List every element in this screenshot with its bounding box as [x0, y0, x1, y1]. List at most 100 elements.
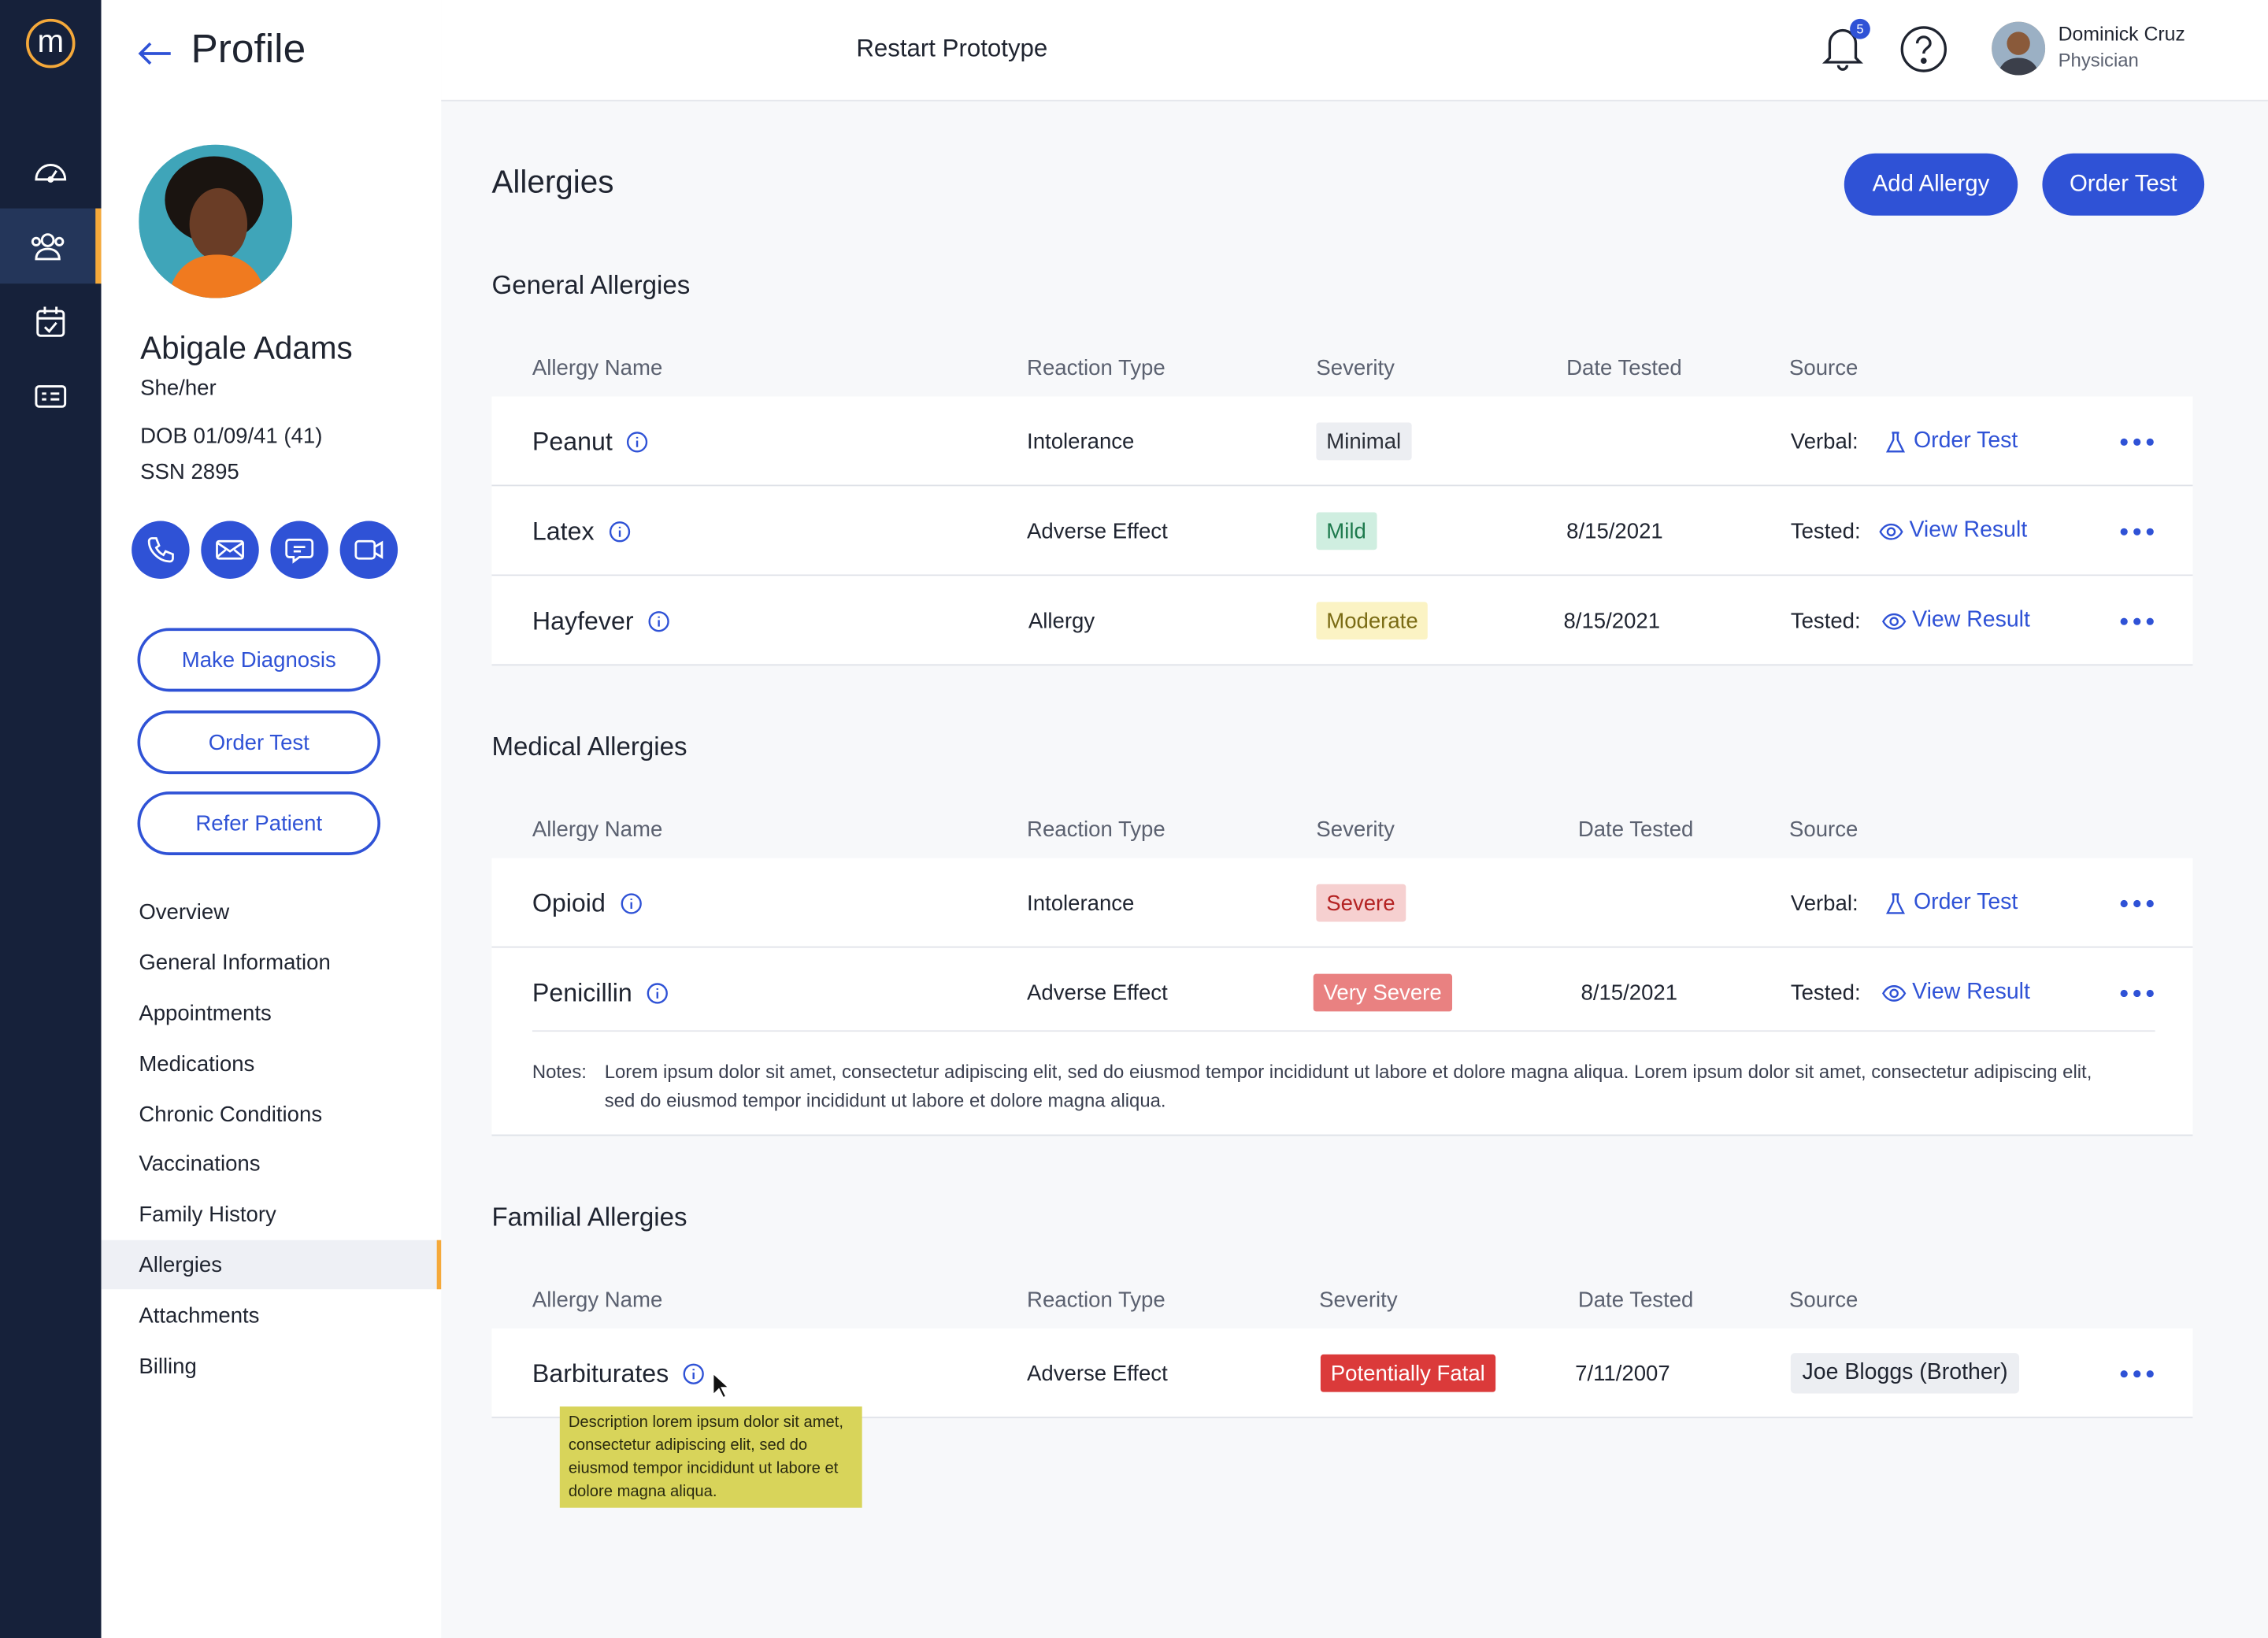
col-date-tested: Date Tested: [1577, 817, 1694, 843]
allergy-name-cell: Peanut: [532, 396, 649, 486]
date-tested: 8/15/2021: [1581, 980, 1678, 1006]
dot: [2120, 988, 2128, 997]
col-severity: Severity: [1316, 817, 1395, 843]
info-icon[interactable]: [620, 892, 642, 914]
row-more-menu[interactable]: [2120, 608, 2159, 634]
dot: [2120, 1369, 2128, 1377]
page-title: Profile: [191, 26, 306, 72]
col-allergy-name: Allergy Name: [532, 1288, 663, 1313]
user-avatar[interactable]: [1992, 21, 2046, 76]
nav-family-history[interactable]: Family History: [139, 1202, 276, 1227]
allergy-name-cell: Penicillin: [532, 948, 669, 1038]
nav-billing[interactable]: Billing: [139, 1353, 197, 1379]
refer-patient-button[interactable]: Refer Patient: [137, 791, 381, 855]
rail-patients[interactable]: [0, 208, 102, 284]
allergies-content: Allergies Add Allergy Order Test General…: [441, 102, 2268, 1638]
back-arrow-icon[interactable]: [133, 32, 176, 75]
order-test-link[interactable]: Order Test: [1883, 858, 2018, 948]
source-label: Tested:: [1790, 980, 1861, 1006]
view-result-link[interactable]: View Result: [1882, 576, 2030, 665]
dot: [2120, 617, 2128, 624]
eye-icon: [1882, 984, 1907, 1001]
col-date-tested: Date Tested: [1566, 356, 1682, 381]
info-icon[interactable]: [627, 431, 649, 453]
message-button[interactable]: [270, 521, 328, 579]
dot: [2146, 437, 2154, 446]
notifications-bell-icon[interactable]: [1818, 20, 1867, 72]
allergy-name-cell: Latex: [532, 486, 631, 576]
nav-attachments[interactable]: Attachments: [139, 1303, 260, 1328]
severity-badge: Mild: [1316, 512, 1377, 550]
source-link-label: Order Test: [1913, 428, 2018, 454]
calendar-check-icon: [36, 306, 65, 337]
notes-divider: [532, 1030, 2155, 1032]
patient-name: Abigale Adams: [140, 329, 353, 366]
nav-overview[interactable]: Overview: [139, 899, 230, 925]
view-result-link[interactable]: View Result: [1882, 948, 2030, 1038]
email-button[interactable]: [201, 521, 259, 579]
info-icon[interactable]: [648, 610, 670, 632]
patient-avatar: [139, 144, 293, 298]
nav-allergies[interactable]: Allergies: [101, 1240, 442, 1290]
table-row: Hayfever Allergy Moderate 8/15/2021 Test…: [491, 576, 2193, 666]
dot: [2146, 1369, 2154, 1377]
notes-label: Notes:: [532, 1060, 587, 1083]
col-source: Source: [1788, 1288, 1858, 1313]
info-icon[interactable]: [609, 521, 631, 543]
nav-general-information[interactable]: General Information: [139, 950, 331, 975]
source-link-label: View Result: [1912, 979, 2030, 1005]
add-allergy-button[interactable]: Add Allergy: [1844, 153, 2018, 216]
dot: [2133, 899, 2141, 907]
row-more-menu[interactable]: [2120, 428, 2159, 454]
nav-chronic-conditions[interactable]: Chronic Conditions: [139, 1102, 323, 1127]
severity-badge: Severe: [1316, 884, 1406, 922]
call-button[interactable]: [132, 521, 190, 579]
dot: [2133, 437, 2141, 446]
col-reaction-type: Reaction Type: [1027, 1288, 1166, 1313]
row-more-menu[interactable]: [2120, 518, 2159, 544]
allergies-heading: Allergies: [491, 163, 614, 200]
video-camera-icon: [354, 539, 384, 560]
row-more-menu[interactable]: [2120, 980, 2159, 1006]
col-source: Source: [1788, 817, 1858, 843]
order-test-top-button[interactable]: Order Test: [2042, 153, 2205, 216]
make-diagnosis-button[interactable]: Make Diagnosis: [137, 628, 381, 692]
order-test-button[interactable]: Order Test: [137, 710, 381, 775]
order-test-link[interactable]: Order Test: [1883, 396, 2018, 486]
rail-dashboard[interactable]: [0, 133, 102, 209]
nav-appointments[interactable]: Appointments: [139, 1000, 272, 1025]
top-bar: Restart Prototype 5 Dominick Cruz Physic…: [441, 0, 2268, 102]
source-link-label: View Result: [1912, 607, 2030, 632]
source-label: Verbal:: [1790, 428, 1858, 454]
dot: [2120, 437, 2128, 446]
row-more-menu[interactable]: [2120, 1360, 2159, 1386]
info-icon[interactable]: [647, 982, 669, 1004]
user-name: Dominick Cruz: [2058, 23, 2185, 45]
nav-medications[interactable]: Medications: [139, 1051, 255, 1077]
date-tested: 8/15/2021: [1566, 518, 1663, 543]
video-call-button[interactable]: [339, 521, 398, 579]
mail-icon: [216, 539, 244, 560]
notes-text: Lorem ipsum dolor sit amet, consectetur …: [604, 1060, 2092, 1112]
restart-prototype-link[interactable]: Restart Prototype: [856, 35, 1048, 63]
nav-vaccinations[interactable]: Vaccinations: [139, 1151, 261, 1176]
allergy-notes: Notes: Lorem ipsum dolor sit amet, conse…: [491, 1030, 2193, 1136]
patient-ssn: SSN 2895: [140, 460, 239, 485]
help-question-icon[interactable]: [1899, 24, 1948, 73]
rail-billing[interactable]: [0, 359, 102, 435]
app-logo[interactable]: m: [26, 18, 76, 69]
info-icon[interactable]: [684, 1362, 706, 1384]
reaction-type: Adverse Effect: [1027, 980, 1168, 1006]
row-more-menu[interactable]: [2120, 890, 2159, 916]
table-row: Opioid Intolerance Severe Verbal: Order …: [491, 858, 2193, 948]
patient-pronouns: She/her: [140, 376, 217, 401]
col-allergy-name: Allergy Name: [532, 356, 663, 381]
allergy-name-cell: Opioid: [532, 858, 642, 948]
source-link-label: View Result: [1909, 517, 2028, 543]
allergy-name-cell: Barbiturates: [532, 1329, 705, 1418]
date-tested: 7/11/2007: [1575, 1361, 1670, 1386]
table-row: Latex Adverse Effect Mild 8/15/2021 Test…: [491, 486, 2193, 576]
flask-icon: [1885, 431, 1906, 452]
rail-calendar[interactable]: [0, 284, 102, 359]
view-result-link[interactable]: View Result: [1879, 486, 2027, 576]
